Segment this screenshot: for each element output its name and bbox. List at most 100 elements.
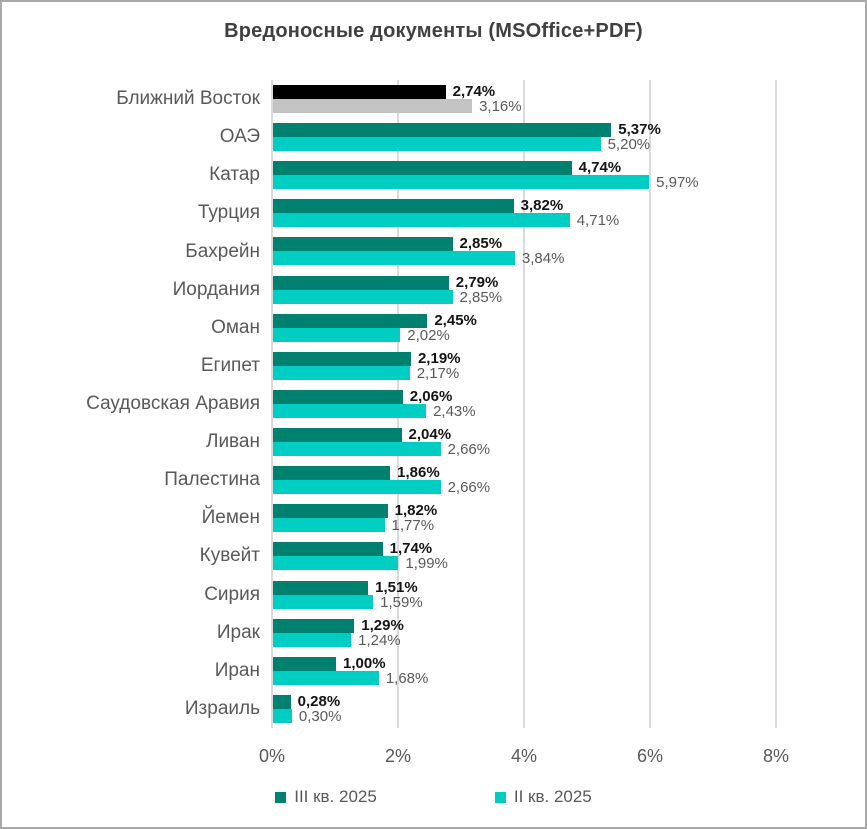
bar-series-1 xyxy=(273,580,369,595)
bar-series-1 xyxy=(273,275,449,290)
bar-series-1 xyxy=(273,351,411,366)
category-label: Иран xyxy=(214,659,260,681)
category-label: Ливан xyxy=(205,431,260,453)
bar-series-2 xyxy=(273,518,385,533)
bar-series-2 xyxy=(273,632,352,647)
chart-row: Ливан 2,04% 2,66% xyxy=(206,423,776,461)
value-label-series-1: 1,00% xyxy=(343,654,386,672)
value-label-series-2: 1,77% xyxy=(391,517,435,535)
bar-series-2 xyxy=(273,670,379,685)
value-label-series-1: 2,19% xyxy=(417,349,461,367)
bar-series-1 xyxy=(273,466,391,481)
category-label: Сирия xyxy=(204,583,260,605)
legend: III кв. 2025 II кв. 2025 xyxy=(2,787,865,807)
value-label-series-1: 2,45% xyxy=(434,311,477,329)
gridline xyxy=(775,80,777,728)
bar-series-1 xyxy=(273,123,612,138)
bar-series-2 xyxy=(273,175,650,190)
bar-series-1 xyxy=(273,389,403,404)
x-axis-tick-label: 2% xyxy=(384,746,412,766)
chart-row: Катар 4,74% 5,97% xyxy=(209,156,776,194)
chart-row: Оман 2,45% 2,02% xyxy=(211,309,776,347)
category-label: Турция xyxy=(197,202,260,224)
chart-title: Вредоносные документы (MSOffice+PDF) xyxy=(224,20,643,42)
chart-row: Иордания 2,79% 2,85% xyxy=(173,271,776,309)
chart-row: Ближний Восток 2,74% 3,16% xyxy=(116,80,776,118)
x-axis-tick-label: 0% xyxy=(258,746,286,766)
bar-series-2 xyxy=(273,327,401,342)
category-label: Иордания xyxy=(172,278,260,300)
value-label-series-1: 1,51% xyxy=(375,578,418,596)
bar-series-2 xyxy=(273,556,399,571)
bar-series-2 xyxy=(273,137,601,152)
value-label-series-1: 1,29% xyxy=(361,616,404,634)
value-label-series-2: 5,20% xyxy=(607,136,651,154)
value-label-series-1: 2,06% xyxy=(409,387,453,405)
value-label-series-2: 3,16% xyxy=(479,98,522,115)
chart-row: ОАЭ 5,37% 5,20% xyxy=(220,118,776,156)
bar-series-2 xyxy=(273,708,292,723)
bar-series-1 xyxy=(273,542,383,557)
value-label-series-2: 1,99% xyxy=(405,555,448,573)
category-label: Катар xyxy=(209,164,260,186)
bar-series-1 xyxy=(273,313,428,328)
gridline xyxy=(649,80,651,728)
x-axis-tick-label: 6% xyxy=(636,746,664,766)
category-label: Йемен xyxy=(201,507,260,529)
value-label-series-1: 1,86% xyxy=(397,464,440,482)
chart-row: Кувейт 1,74% 1,99% xyxy=(200,537,776,575)
category-label: Палестина xyxy=(164,469,260,491)
value-label-series-1: 5,37% xyxy=(618,121,661,139)
value-label-series-2: 0,30% xyxy=(298,707,342,725)
bar-series-2 xyxy=(273,251,515,266)
gridline xyxy=(523,80,525,728)
bar-series-2 xyxy=(273,213,570,228)
chart-row: Египет 2,19% 2,17% xyxy=(201,347,776,385)
legend-label: III кв. 2025 xyxy=(294,787,377,806)
value-label-series-2: 2,02% xyxy=(407,326,450,344)
value-label-series-1: 2,74% xyxy=(452,83,496,100)
category-label: Израиль xyxy=(184,697,260,719)
value-label-series-1: 2,85% xyxy=(459,235,503,253)
x-axis-tick-label: 8% xyxy=(762,746,790,766)
value-label-series-1: 2,79% xyxy=(455,273,499,291)
value-label-series-2: 5,97% xyxy=(656,174,699,192)
chart-row: Бахрейн 2,85% 3,84% xyxy=(185,232,776,270)
value-label-series-2: 2,85% xyxy=(459,288,503,306)
value-label-series-1: 4,74% xyxy=(578,159,622,177)
bar-series-1 xyxy=(273,428,402,443)
legend-label: II кв. 2025 xyxy=(513,787,592,806)
value-label-series-1: 0,28% xyxy=(297,692,341,710)
bar-series-1 xyxy=(273,237,453,252)
chart-row: Ирак 1,29% 1,24% xyxy=(217,614,776,652)
value-label-series-2: 1,24% xyxy=(358,631,401,649)
value-label-series-1: 1,74% xyxy=(389,540,433,558)
bar-series-1 xyxy=(273,504,388,519)
legend-item: II кв. 2025 xyxy=(494,787,592,807)
value-label-series-2: 2,17% xyxy=(416,364,460,382)
bar-series-1 xyxy=(273,85,446,99)
category-label: Египет xyxy=(200,354,260,376)
chart-row: Турция 3,82% 4,71% xyxy=(198,194,776,232)
value-label-series-2: 1,59% xyxy=(380,593,423,611)
category-label: Ирак xyxy=(216,621,260,643)
chart-row: Иран 1,00% 1,68% xyxy=(215,652,776,690)
value-label-series-2: 2,66% xyxy=(447,479,491,497)
bar-series-2 xyxy=(273,289,453,304)
bar-series-1 xyxy=(273,694,291,709)
gridline xyxy=(271,80,273,728)
chart-row: Йемен 1,82% 1,77% xyxy=(202,499,776,537)
bar-series-1 xyxy=(273,656,336,671)
x-axis-tick-label: 4% xyxy=(510,746,538,766)
chart-row: Израиль 0,28% 0,30% xyxy=(185,690,776,728)
value-label-series-2: 4,71% xyxy=(576,212,620,230)
category-label: Саудовская Аравия xyxy=(86,392,260,414)
legend-swatch-icon xyxy=(275,791,287,803)
value-label-series-1: 3,82% xyxy=(520,197,564,215)
bar-series-2 xyxy=(273,365,410,380)
chart-row: Сирия 1,51% 1,59% xyxy=(204,576,776,614)
bar-series-2 xyxy=(273,594,374,609)
value-label-series-2: 3,84% xyxy=(521,250,565,268)
category-label: Ближний Восток xyxy=(116,88,260,110)
